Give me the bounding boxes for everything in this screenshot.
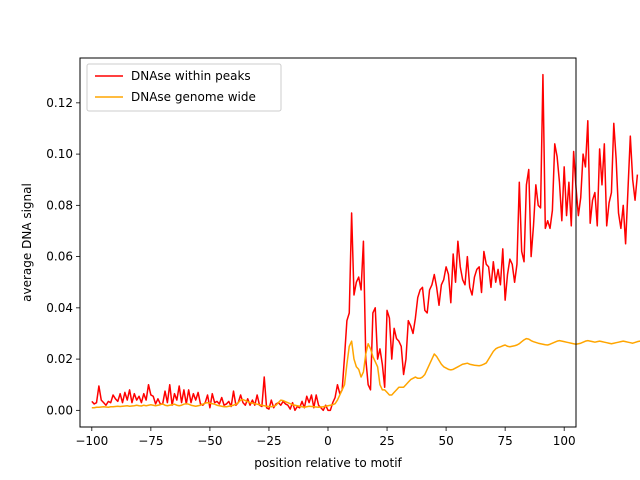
legend-label-peaks: DNAse within peaks bbox=[131, 69, 251, 83]
y-tick-label: 0.12 bbox=[46, 96, 73, 110]
x-tick-label: −100 bbox=[75, 434, 108, 448]
y-tick-label: 0.02 bbox=[46, 352, 73, 366]
series-line-1 bbox=[91, 337, 640, 409]
y-axis-label: average DNA signal bbox=[20, 183, 34, 302]
x-axis-label: position relative to motif bbox=[254, 456, 402, 470]
x-tick-label: 25 bbox=[379, 434, 394, 448]
series-line-0 bbox=[91, 73, 639, 412]
legend: DNAse within peaks DNAse genome wide bbox=[86, 63, 282, 112]
y-axis: 0.00 0.02 0.04 0.06 0.08 0.10 0.12 bbox=[46, 96, 80, 417]
y-tick-label: 0.04 bbox=[46, 301, 73, 315]
y-tick-label: 0.06 bbox=[46, 250, 73, 264]
x-tick-label: −25 bbox=[256, 434, 281, 448]
y-tick-label: 0.10 bbox=[46, 147, 73, 161]
x-axis: −100 −75 −50 −25 0 25 50 75 100 bbox=[75, 427, 576, 448]
series-lines bbox=[91, 73, 640, 412]
x-tick-label: −50 bbox=[197, 434, 222, 448]
legend-label-genome: DNAse genome wide bbox=[131, 90, 256, 104]
x-tick-label: −75 bbox=[138, 434, 163, 448]
x-tick-label: 75 bbox=[498, 434, 513, 448]
legend-box bbox=[86, 63, 282, 112]
x-tick-label: 0 bbox=[324, 434, 332, 448]
x-tick-label: 50 bbox=[438, 434, 453, 448]
y-tick-label: 0.00 bbox=[46, 403, 73, 417]
x-tick-label: 100 bbox=[553, 434, 576, 448]
y-tick-label: 0.08 bbox=[46, 198, 73, 212]
